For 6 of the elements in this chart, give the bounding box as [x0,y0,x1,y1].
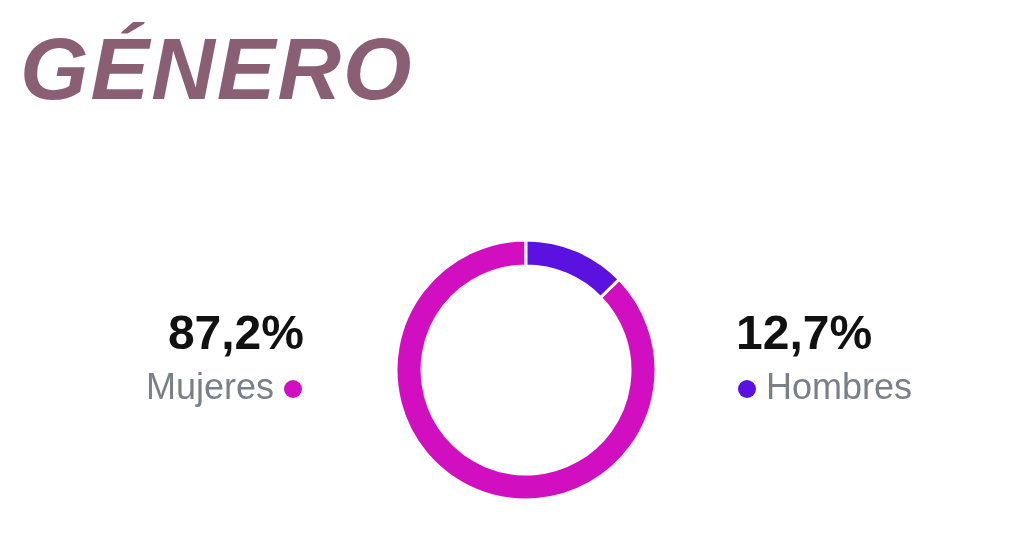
legend-label: Hombres [765,366,913,408]
data-label: 87,2% [166,305,304,360]
data-label: 12,7% [736,305,874,360]
chart-title: GÉNERO [20,18,414,120]
slice-label: Mujeres [145,366,275,408]
donut-slice [394,238,658,502]
